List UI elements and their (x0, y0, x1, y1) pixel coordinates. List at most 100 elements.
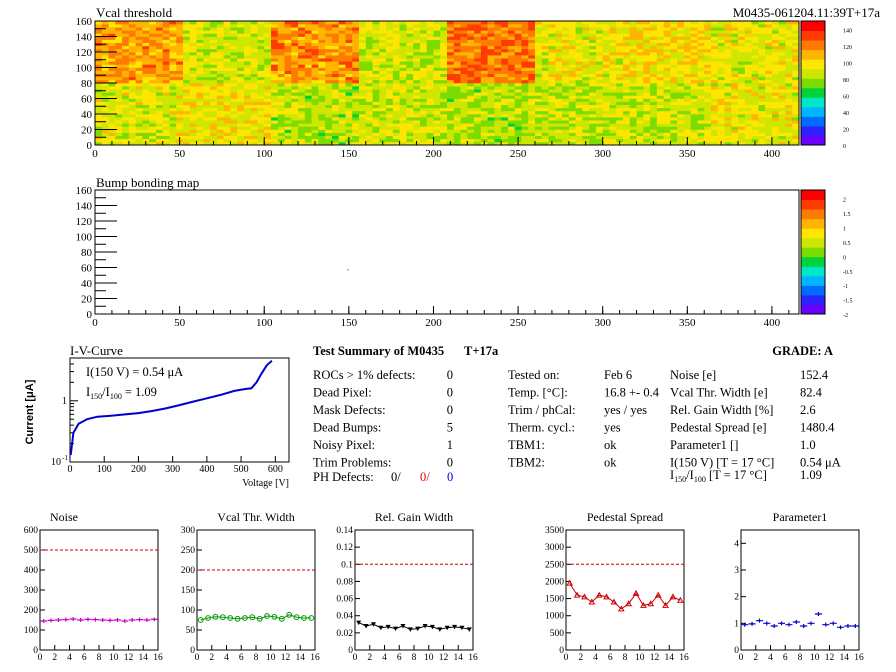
vcal-cell (203, 107, 211, 112)
vcal-cell (494, 92, 502, 96)
vcal-cell (223, 79, 231, 84)
vcal-cell (162, 30, 170, 34)
vcal-cell (636, 95, 644, 99)
vcal-cell (345, 83, 353, 87)
vcal-cell (663, 86, 671, 90)
vcal-cell (237, 67, 245, 71)
vcal-cell (575, 30, 583, 34)
vcal-cell (460, 110, 468, 115)
vcal-cell (690, 107, 698, 112)
vcal-cell (237, 129, 245, 133)
vcal-cell (250, 117, 258, 121)
vcal-cell (683, 58, 691, 62)
vcal-cell (365, 117, 373, 121)
vcal-cell (149, 67, 157, 71)
vcal-cell (237, 73, 245, 78)
small-y-tick-label: 2500 (545, 560, 564, 570)
vcal-cell (528, 92, 536, 96)
vcal-cell (413, 24, 421, 28)
vcal-cell (189, 129, 197, 133)
vcal-cell (203, 95, 211, 99)
vcal-cell (771, 70, 779, 74)
vcal-cell (176, 101, 184, 105)
vcal-cell (264, 70, 272, 74)
vcal-cell (589, 39, 597, 43)
iv-x-tick-label: 400 (199, 464, 214, 475)
vcal-cell (480, 52, 488, 56)
vcal-cell (284, 129, 292, 133)
vcal-cell (562, 98, 570, 102)
small-x-tick-label: 12 (124, 653, 134, 663)
vcal-cell (792, 52, 800, 56)
palette-band (801, 280, 825, 284)
palette-band (801, 190, 825, 193)
vcal-cell (480, 101, 488, 105)
vcal-cell (616, 117, 624, 121)
vcal-cell (521, 92, 529, 96)
vcal-cell (237, 104, 245, 109)
vcal-cell (751, 117, 759, 121)
palette-band (801, 263, 825, 267)
vcal-cell (636, 64, 644, 68)
vcal-cell (271, 129, 279, 133)
vcal-cell (521, 138, 529, 143)
vcal-cell (582, 52, 590, 56)
vcal-cell (298, 114, 306, 118)
vcal-cell (203, 141, 211, 146)
vcal-cell (379, 24, 387, 28)
vcal-cell (778, 21, 786, 25)
vcal-cell (115, 58, 123, 62)
vcal-cell (528, 141, 536, 146)
vcal-cell (419, 95, 427, 99)
small-point (566, 579, 574, 586)
vcal-cell (399, 61, 407, 65)
vcal-cell (771, 52, 779, 56)
vcal-cell (765, 110, 773, 115)
vcal-cell (501, 101, 509, 105)
vcal-cell (115, 67, 123, 71)
small-x-tick-label: 4 (67, 653, 72, 663)
vcal-cell (447, 101, 455, 105)
vcal-cell (738, 129, 746, 133)
vcal-cell (243, 138, 251, 143)
y-tick-label: 140 (76, 201, 93, 213)
vcal-cell (494, 36, 502, 40)
summary-right-value: 0.54 μA (800, 456, 841, 470)
vcal-cell (101, 61, 109, 65)
vcal-cell (142, 89, 150, 93)
vcal-cell (359, 58, 367, 62)
vcal-cell (298, 138, 306, 143)
vcal-cell (555, 39, 563, 43)
vcal-cell (467, 33, 475, 37)
vcal-cell (555, 27, 563, 31)
vcal-cell (250, 89, 258, 93)
vcal-cell (304, 27, 312, 31)
vcal-cell (318, 120, 326, 124)
vcal-cell (189, 132, 197, 136)
vcal-cell (778, 52, 786, 56)
vcal-cell (331, 36, 339, 40)
vcal-cell (697, 138, 705, 143)
vcal-cell (480, 129, 488, 133)
x-tick-label: 200 (425, 148, 442, 160)
vcal-cell (338, 30, 346, 34)
vcal-cell (298, 30, 306, 34)
vcal-cell (582, 110, 590, 115)
vcal-cell (656, 64, 664, 68)
vcal-cell (95, 30, 103, 34)
vcal-cell (216, 114, 224, 118)
vcal-cell (223, 123, 231, 127)
vcal-cell (643, 27, 651, 31)
summary-middle-label: Temp. [°C]: (508, 386, 568, 400)
vcal-cell (277, 129, 285, 133)
palette-band (801, 94, 825, 98)
vcal-cell (284, 67, 292, 71)
vcal-cell (683, 89, 691, 93)
palette-band (801, 80, 825, 84)
palette-band (801, 54, 825, 58)
vcal-cell (399, 123, 407, 127)
vcal-cell (176, 55, 184, 59)
vcal-cell (738, 70, 746, 74)
vcal-cell (413, 67, 421, 71)
